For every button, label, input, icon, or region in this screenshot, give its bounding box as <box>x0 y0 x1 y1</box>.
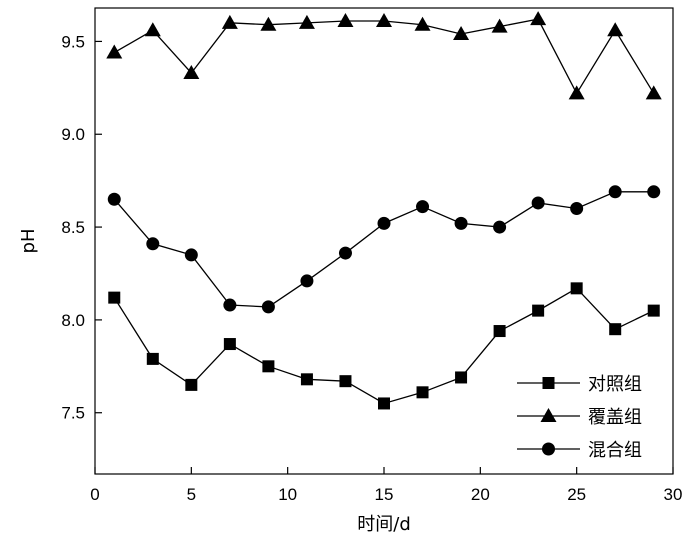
data-point <box>223 298 237 312</box>
data-point <box>455 371 468 384</box>
y-tick-label: 8.0 <box>61 311 85 330</box>
data-point <box>532 304 545 317</box>
data-point <box>416 386 429 399</box>
data-point <box>338 246 352 260</box>
data-point <box>262 360 275 373</box>
data-point <box>300 274 314 288</box>
legend-label: 覆盖组 <box>588 407 642 428</box>
y-tick-label: 8.5 <box>61 218 85 237</box>
series-layer <box>106 11 662 410</box>
x-axis: 0 5 10 15 20 25 30 <box>90 467 682 504</box>
data-point <box>221 14 238 29</box>
data-point <box>416 200 430 214</box>
data-point <box>185 378 198 391</box>
x-tick-label: 25 <box>567 485 586 504</box>
data-point <box>647 185 661 199</box>
data-point <box>376 12 392 27</box>
data-point <box>491 18 508 33</box>
data-point <box>647 304 660 317</box>
data-point <box>146 352 159 365</box>
data-point <box>570 202 584 216</box>
data-point <box>377 216 391 230</box>
y-tick-label: 9.5 <box>61 32 85 51</box>
data-point <box>378 397 390 410</box>
data-point <box>568 85 585 100</box>
data-point <box>570 282 583 295</box>
data-point <box>183 64 200 79</box>
x-tick-label: 30 <box>664 485 683 504</box>
data-point <box>339 375 352 388</box>
x-tick-label: 20 <box>471 485 490 504</box>
x-tick-label: 5 <box>187 485 196 504</box>
data-point <box>608 185 622 199</box>
series-line <box>113 18 655 95</box>
data-point <box>337 12 354 27</box>
data-point <box>300 373 313 386</box>
data-point <box>260 16 277 31</box>
data-point <box>144 22 161 37</box>
y-tick-label: 7.5 <box>61 404 85 423</box>
y-tick-label: 9.0 <box>61 125 85 144</box>
legend-item: 混合组 <box>517 440 642 461</box>
legend-item: 对照组 <box>517 374 642 395</box>
data-point <box>645 85 662 100</box>
data-point <box>531 196 545 210</box>
data-point <box>261 300 275 314</box>
data-point <box>530 11 547 26</box>
legend-label: 混合组 <box>588 440 642 461</box>
data-point <box>298 14 315 29</box>
data-point <box>146 237 160 251</box>
data-point <box>454 216 468 230</box>
data-point <box>493 325 506 338</box>
x-tick-label: 10 <box>278 485 297 504</box>
legend-marker <box>542 442 555 456</box>
x-tick-label: 0 <box>90 485 99 504</box>
y-axis: 7.5 8.0 8.5 9.0 9.5 <box>61 32 102 423</box>
legend-marker <box>542 377 555 389</box>
series-triangle <box>106 11 662 100</box>
data-point <box>609 323 622 336</box>
data-point <box>453 25 470 40</box>
x-axis-title: 时间/d <box>357 514 411 535</box>
legend-label: 对照组 <box>588 374 642 395</box>
series-circle <box>107 185 661 314</box>
data-point <box>107 192 121 206</box>
series-square <box>108 282 660 410</box>
data-point <box>223 338 236 351</box>
legend-marker <box>540 408 557 422</box>
y-axis-title: pH <box>18 229 39 254</box>
data-point <box>607 22 624 37</box>
data-point <box>493 220 507 234</box>
data-point <box>108 291 121 304</box>
x-tick-label: 15 <box>375 485 394 504</box>
data-point <box>414 16 431 31</box>
data-point <box>106 44 123 59</box>
data-point <box>184 248 198 262</box>
legend-item: 覆盖组 <box>517 407 642 428</box>
